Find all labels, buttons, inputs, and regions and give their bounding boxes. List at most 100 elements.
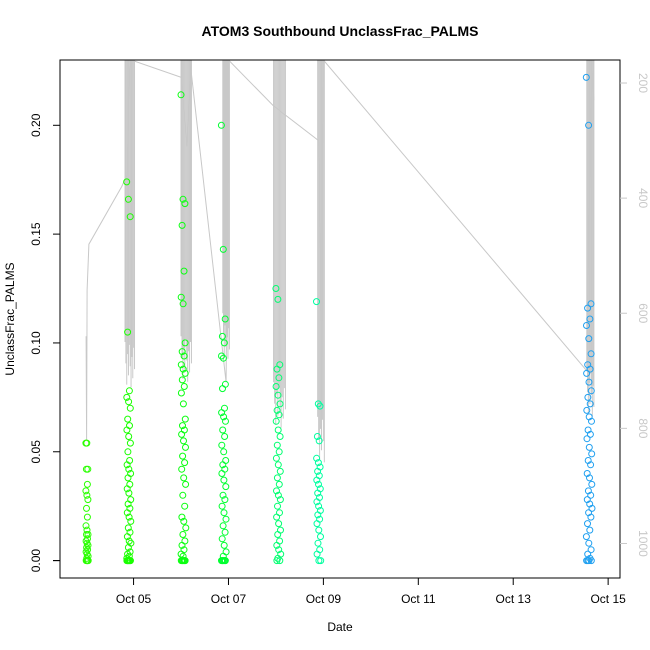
y-tick-label: 0.10 <box>29 331 43 355</box>
plot-frame <box>59 59 621 579</box>
data-point <box>275 374 283 382</box>
data-point <box>83 526 91 534</box>
data-point <box>585 443 593 451</box>
data-point <box>586 526 594 534</box>
data-point <box>272 383 280 390</box>
data-point <box>582 533 590 541</box>
data-point <box>275 546 283 554</box>
data-point <box>124 550 132 558</box>
data-point <box>315 437 323 445</box>
x-tick-label: Oct 07 <box>211 592 247 606</box>
data-point <box>315 502 323 510</box>
data-point <box>83 491 91 499</box>
data-point <box>221 315 229 323</box>
y-tick-label: 0.20 <box>29 113 43 137</box>
x-axis-label: Date <box>327 620 353 634</box>
data-point <box>83 513 91 521</box>
x-axis: Oct 05 Oct 07 Oct 09 Oct 11 Oct 13 Oct 15 <box>116 577 626 606</box>
data-point <box>219 552 227 560</box>
data-point <box>221 496 229 504</box>
data-point <box>125 537 133 545</box>
data-point <box>587 387 595 395</box>
y2-tick-label: 200 <box>636 73 650 93</box>
data-point <box>124 524 132 532</box>
data-point <box>178 221 186 229</box>
data-point <box>276 496 284 504</box>
data-point <box>315 480 322 488</box>
data-point <box>222 548 230 556</box>
data-point <box>275 411 283 419</box>
data-point <box>313 298 320 306</box>
data-point <box>181 557 189 565</box>
data-point <box>126 213 134 221</box>
data-point <box>222 515 230 523</box>
data-point <box>179 422 186 430</box>
data-points <box>82 73 596 565</box>
data-point <box>218 502 226 510</box>
data-point <box>177 293 185 301</box>
altitude-overlay <box>85 60 595 463</box>
data-point <box>222 417 229 425</box>
x-tick-label: Oct 11 <box>401 592 436 606</box>
data-point <box>178 541 186 549</box>
data-point <box>126 439 134 447</box>
data-point <box>177 550 185 558</box>
data-point <box>588 504 596 512</box>
data-point <box>583 435 591 443</box>
data-point <box>182 524 190 532</box>
data-point <box>123 509 131 517</box>
data-point <box>181 537 189 545</box>
data-point <box>272 285 280 292</box>
data-point <box>123 485 131 493</box>
data-point <box>123 533 131 541</box>
data-point <box>222 483 230 491</box>
data-point <box>179 400 187 408</box>
data-point <box>181 339 189 347</box>
data-point <box>125 387 133 395</box>
y2-tick-label: 400 <box>636 188 650 208</box>
data-point <box>583 369 591 377</box>
chart-title: ATOM3 Southbound UnclassFrac_PALMS <box>202 23 479 39</box>
data-point <box>273 513 281 521</box>
data-point <box>179 531 187 538</box>
data-point <box>124 448 132 456</box>
data-point <box>219 461 227 469</box>
data-point <box>180 383 188 390</box>
data-point <box>127 517 135 525</box>
data-point <box>313 433 321 440</box>
data-point <box>125 433 133 440</box>
data-point <box>181 459 189 467</box>
data-point <box>586 430 594 438</box>
data-point <box>178 465 186 473</box>
x-tick-label: Oct 15 <box>590 592 626 606</box>
data-point <box>274 426 282 434</box>
y2-axis: 200 400 600 800 1000 <box>620 73 650 557</box>
data-point <box>181 200 189 208</box>
data-point <box>276 537 284 545</box>
data-point <box>587 300 595 308</box>
data-point <box>317 557 325 565</box>
data-point <box>585 335 593 343</box>
data-point <box>179 491 187 499</box>
data-point <box>314 511 322 519</box>
data-point <box>179 552 187 560</box>
data-point <box>582 73 590 81</box>
data-point <box>584 557 592 565</box>
data-point <box>221 528 229 536</box>
data-point <box>82 487 90 495</box>
data-point <box>584 304 592 312</box>
data-point <box>220 476 228 484</box>
data-point <box>584 520 591 528</box>
y-axis: 0.00 0.05 0.10 0.15 0.20 <box>29 113 60 572</box>
data-point <box>83 480 91 488</box>
data-point <box>314 467 322 475</box>
data-point <box>217 121 225 129</box>
data-point <box>218 332 226 340</box>
data-point <box>314 400 322 408</box>
data-point <box>182 443 189 451</box>
data-point <box>586 400 594 408</box>
data-point <box>181 502 189 510</box>
data-point <box>83 439 91 447</box>
data-point <box>180 474 188 482</box>
